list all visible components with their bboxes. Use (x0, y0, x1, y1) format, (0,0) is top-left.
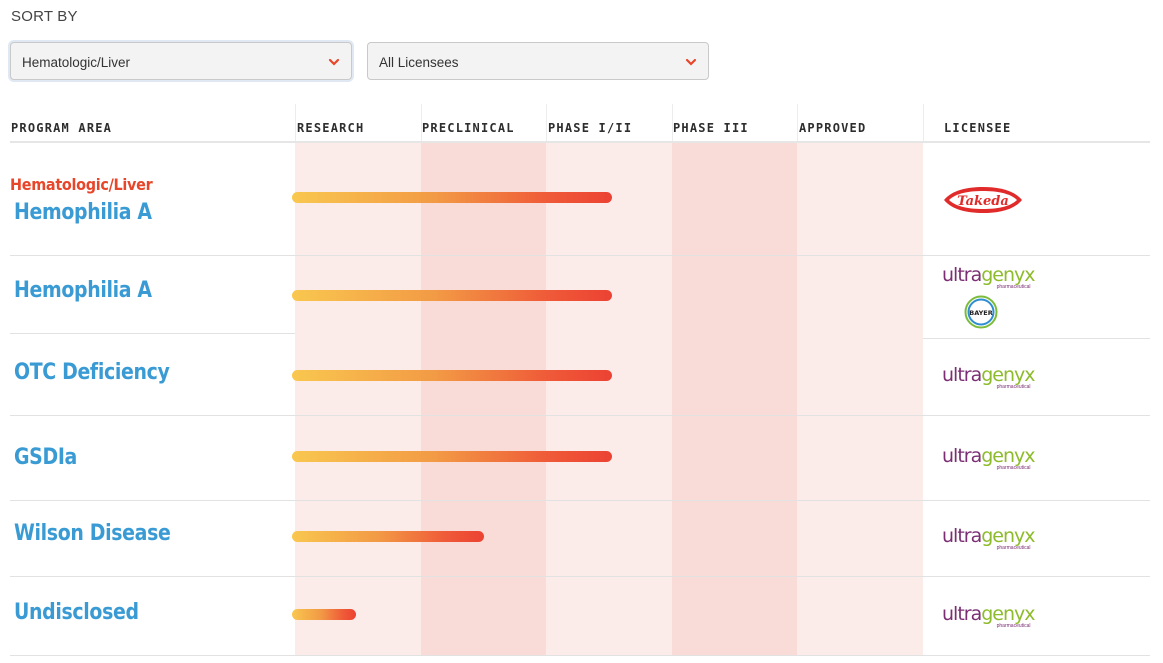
program-area-select[interactable]: Hematologic/Liver (10, 42, 352, 80)
bayer-logo: BAYER (963, 295, 999, 334)
chevron-down-icon (685, 58, 697, 66)
ultragenyx-logo: ultragenyx pharmaceutical (942, 603, 1036, 630)
column-header-phase1: PHASE I/II (548, 121, 633, 135)
phase1-column-bg (546, 143, 672, 655)
progress-bar (292, 370, 612, 381)
row-divider (10, 333, 295, 334)
row-divider (10, 415, 1150, 416)
takeda-logo-text: Takeda (957, 194, 1009, 209)
progress-bar (292, 192, 612, 203)
header-divider (797, 104, 798, 142)
preclinical-column-bg (421, 143, 546, 655)
phase3-column-bg (672, 143, 797, 655)
header-underline (10, 141, 1150, 143)
licensee-select-value: All Licensees (379, 55, 459, 70)
header-divider (672, 104, 673, 142)
progress-bar (292, 609, 356, 620)
row-divider (10, 576, 1150, 577)
header-divider (923, 104, 924, 142)
header-divider (295, 104, 296, 142)
bayer-logo-text: BAYER (969, 309, 993, 317)
program-area-select-value: Hematologic/Liver (22, 55, 131, 70)
column-header-program-area: PROGRAM AREA (11, 121, 113, 135)
sort-by-label: SORT BY (11, 8, 78, 25)
licensee-select[interactable]: All Licensees (367, 42, 709, 80)
approved-column-bg (797, 143, 923, 655)
program-name[interactable]: OTC Deficiency (14, 360, 170, 385)
progress-bar (292, 290, 612, 301)
row-divider (10, 255, 1150, 256)
column-header-licensee: LICENSEE (944, 121, 1012, 135)
column-header-approved: APPROVED (799, 121, 867, 135)
research-column-bg (295, 143, 421, 655)
row-divider (10, 500, 1150, 501)
column-header-phase3: PHASE III (673, 121, 749, 135)
program-name[interactable]: Hemophilia A (14, 200, 152, 225)
program-name[interactable]: Hemophilia A (14, 278, 152, 303)
chevron-down-icon (328, 58, 340, 66)
progress-bar (292, 531, 484, 542)
row-divider (10, 655, 1150, 656)
header-divider (421, 104, 422, 142)
progress-bar (292, 451, 612, 462)
program-name[interactable]: GSDIa (14, 445, 77, 470)
takeda-logo: Takeda (942, 186, 1024, 219)
category-label: Hematologic/Liver (10, 175, 153, 194)
column-header-preclinical: PRECLINICAL (422, 121, 515, 135)
ultragenyx-logo: ultragenyx pharmaceutical (942, 264, 1036, 291)
program-name[interactable]: Wilson Disease (14, 521, 171, 546)
ultragenyx-logo: ultragenyx pharmaceutical (942, 445, 1036, 472)
ultragenyx-logo: ultragenyx pharmaceutical (942, 364, 1036, 391)
header-divider (546, 104, 547, 142)
ultragenyx-logo: ultragenyx pharmaceutical (942, 525, 1036, 552)
program-name[interactable]: Undisclosed (14, 600, 139, 625)
column-header-research: RESEARCH (297, 121, 365, 135)
row-divider (923, 338, 1150, 339)
